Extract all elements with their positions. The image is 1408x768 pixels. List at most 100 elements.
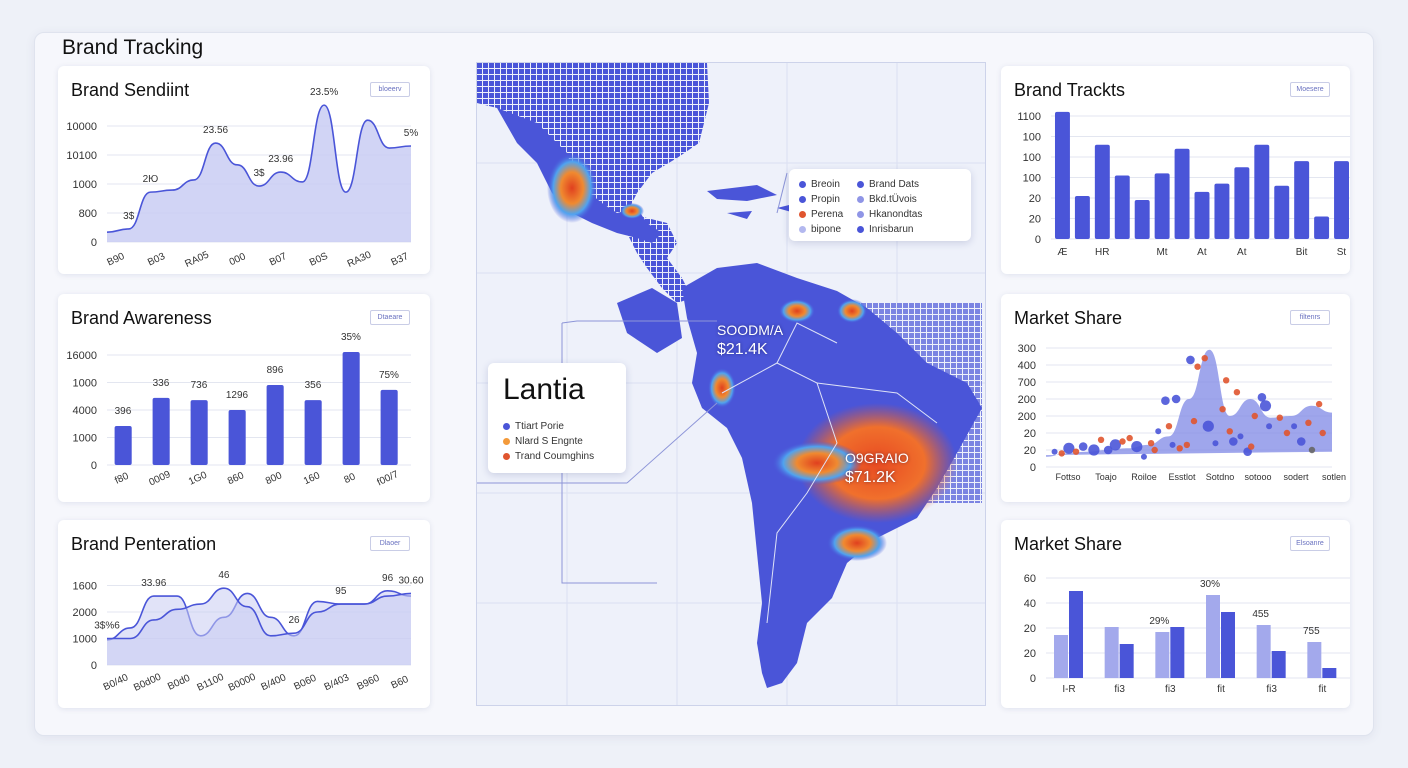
scatter-point[interactable] [1097, 436, 1105, 443]
filter-button[interactable]: bloeerv [370, 82, 410, 97]
scatter-point[interactable] [1305, 419, 1312, 426]
scatter-point[interactable] [1088, 444, 1100, 456]
region-callout-2[interactable]: O9GRAIO $71.2K [845, 449, 909, 487]
scatter-point[interactable] [1103, 445, 1113, 455]
filter-button[interactable]: Dlaoer [370, 536, 410, 551]
legend-item[interactable]: Nlard S Engnte [503, 434, 611, 449]
bar[interactable] [1054, 111, 1070, 239]
bar[interactable] [1074, 195, 1090, 239]
scatter-point[interactable] [1186, 355, 1195, 365]
scatter-point[interactable] [1248, 443, 1255, 450]
bar[interactable] [1322, 668, 1337, 678]
scatter-point[interactable] [1259, 400, 1272, 412]
bar[interactable] [1254, 144, 1270, 239]
filter-button[interactable]: Moesere [1290, 82, 1330, 97]
scatter-point[interactable] [1131, 441, 1143, 453]
scatter-point[interactable] [1155, 428, 1162, 435]
bar[interactable] [228, 410, 246, 465]
scatter-point[interactable] [1165, 423, 1173, 430]
bar[interactable] [1194, 191, 1210, 239]
bar[interactable] [1274, 185, 1290, 239]
scatter-point[interactable] [1226, 428, 1233, 435]
bar[interactable] [304, 400, 322, 465]
scatter-point[interactable] [1229, 437, 1238, 446]
scatter-point[interactable] [1119, 438, 1126, 445]
scatter-point[interactable] [1283, 429, 1291, 437]
scatter-point[interactable] [1190, 417, 1198, 425]
legend-item[interactable]: Brand Dats [857, 177, 961, 192]
scatter-point[interactable] [1140, 453, 1147, 460]
bar[interactable] [1155, 632, 1170, 678]
bar[interactable] [190, 400, 208, 465]
scatter-point[interactable] [1126, 434, 1133, 442]
scatter-point[interactable] [1291, 423, 1298, 430]
filter-button[interactable]: Elsoanre [1290, 536, 1330, 551]
scatter-point[interactable] [1072, 448, 1080, 455]
bar[interactable] [1256, 625, 1271, 678]
bar[interactable] [1314, 216, 1330, 239]
scatter-point[interactable] [1315, 400, 1323, 408]
caribbean[interactable] [707, 185, 797, 219]
central-america[interactable] [627, 213, 692, 303]
scatter-point[interactable] [1243, 447, 1252, 456]
scatter-point[interactable] [1183, 441, 1191, 449]
scatter-point[interactable] [1202, 420, 1214, 432]
bar[interactable] [1334, 161, 1350, 239]
bar[interactable] [1134, 200, 1150, 239]
legend-item[interactable]: Propin [799, 192, 857, 207]
scatter-point[interactable] [1176, 445, 1183, 452]
bar[interactable] [266, 384, 284, 465]
scatter-point[interactable] [1161, 396, 1170, 405]
scatter-point[interactable] [1276, 414, 1283, 421]
bar[interactable] [342, 351, 360, 465]
bar[interactable] [1154, 173, 1170, 239]
legend-item[interactable]: Hkanondtas [857, 207, 961, 222]
scatter-point[interactable] [1194, 363, 1201, 370]
scatter-point[interactable] [1078, 442, 1088, 451]
scatter-point[interactable] [1147, 440, 1155, 447]
legend-item[interactable]: Breoin [799, 177, 857, 192]
bar[interactable] [1119, 644, 1134, 678]
bar[interactable] [1307, 642, 1322, 678]
bar[interactable] [114, 425, 132, 465]
legend-item[interactable]: bipone [799, 222, 857, 237]
mexico-region[interactable] [477, 63, 709, 213]
bar[interactable] [1170, 627, 1185, 678]
scatter-point[interactable] [1151, 446, 1158, 454]
mexico-south[interactable] [497, 108, 662, 243]
scatter-point[interactable] [1201, 355, 1208, 362]
bar[interactable] [152, 397, 170, 465]
legend-item[interactable]: Perena [799, 207, 857, 222]
scatter-point[interactable] [1222, 377, 1230, 384]
bar[interactable] [1294, 161, 1310, 239]
bar[interactable] [1234, 167, 1250, 239]
scatter-point[interactable] [1308, 446, 1316, 454]
bar[interactable] [380, 389, 398, 465]
scatter-point[interactable] [1251, 412, 1258, 420]
bar[interactable] [1104, 627, 1119, 678]
filter-button[interactable]: Dtaeare [370, 310, 410, 325]
bar[interactable] [1054, 635, 1068, 678]
scatter-point[interactable] [1237, 433, 1244, 440]
scatter-point[interactable] [1257, 393, 1267, 402]
scatter-point[interactable] [1266, 423, 1273, 430]
scatter-point[interactable] [1051, 448, 1058, 455]
scatter-point[interactable] [1319, 429, 1326, 437]
bar[interactable] [1114, 175, 1130, 239]
scatter-point[interactable] [1212, 440, 1219, 447]
bar[interactable] [1214, 183, 1230, 239]
legend-item[interactable]: Bkd.tÜvois [857, 192, 961, 207]
scatter-point[interactable] [1233, 389, 1241, 396]
bar[interactable] [1206, 595, 1220, 678]
bar[interactable] [1094, 144, 1110, 239]
region-map[interactable]: SOODM/A $21.4K O9GRAIO $71.2K Lantia Tti… [476, 62, 986, 706]
scatter-point[interactable] [1109, 439, 1121, 451]
bar[interactable] [1271, 651, 1286, 678]
legend-item[interactable]: Ttiart Porie [503, 419, 611, 434]
filter-button[interactable]: filtenrs [1290, 310, 1330, 325]
scatter-point[interactable] [1058, 450, 1065, 457]
scatter-point[interactable] [1063, 442, 1075, 454]
bar[interactable] [1221, 612, 1235, 678]
scatter-point[interactable] [1219, 406, 1226, 413]
scatter-point[interactable] [1171, 394, 1181, 404]
